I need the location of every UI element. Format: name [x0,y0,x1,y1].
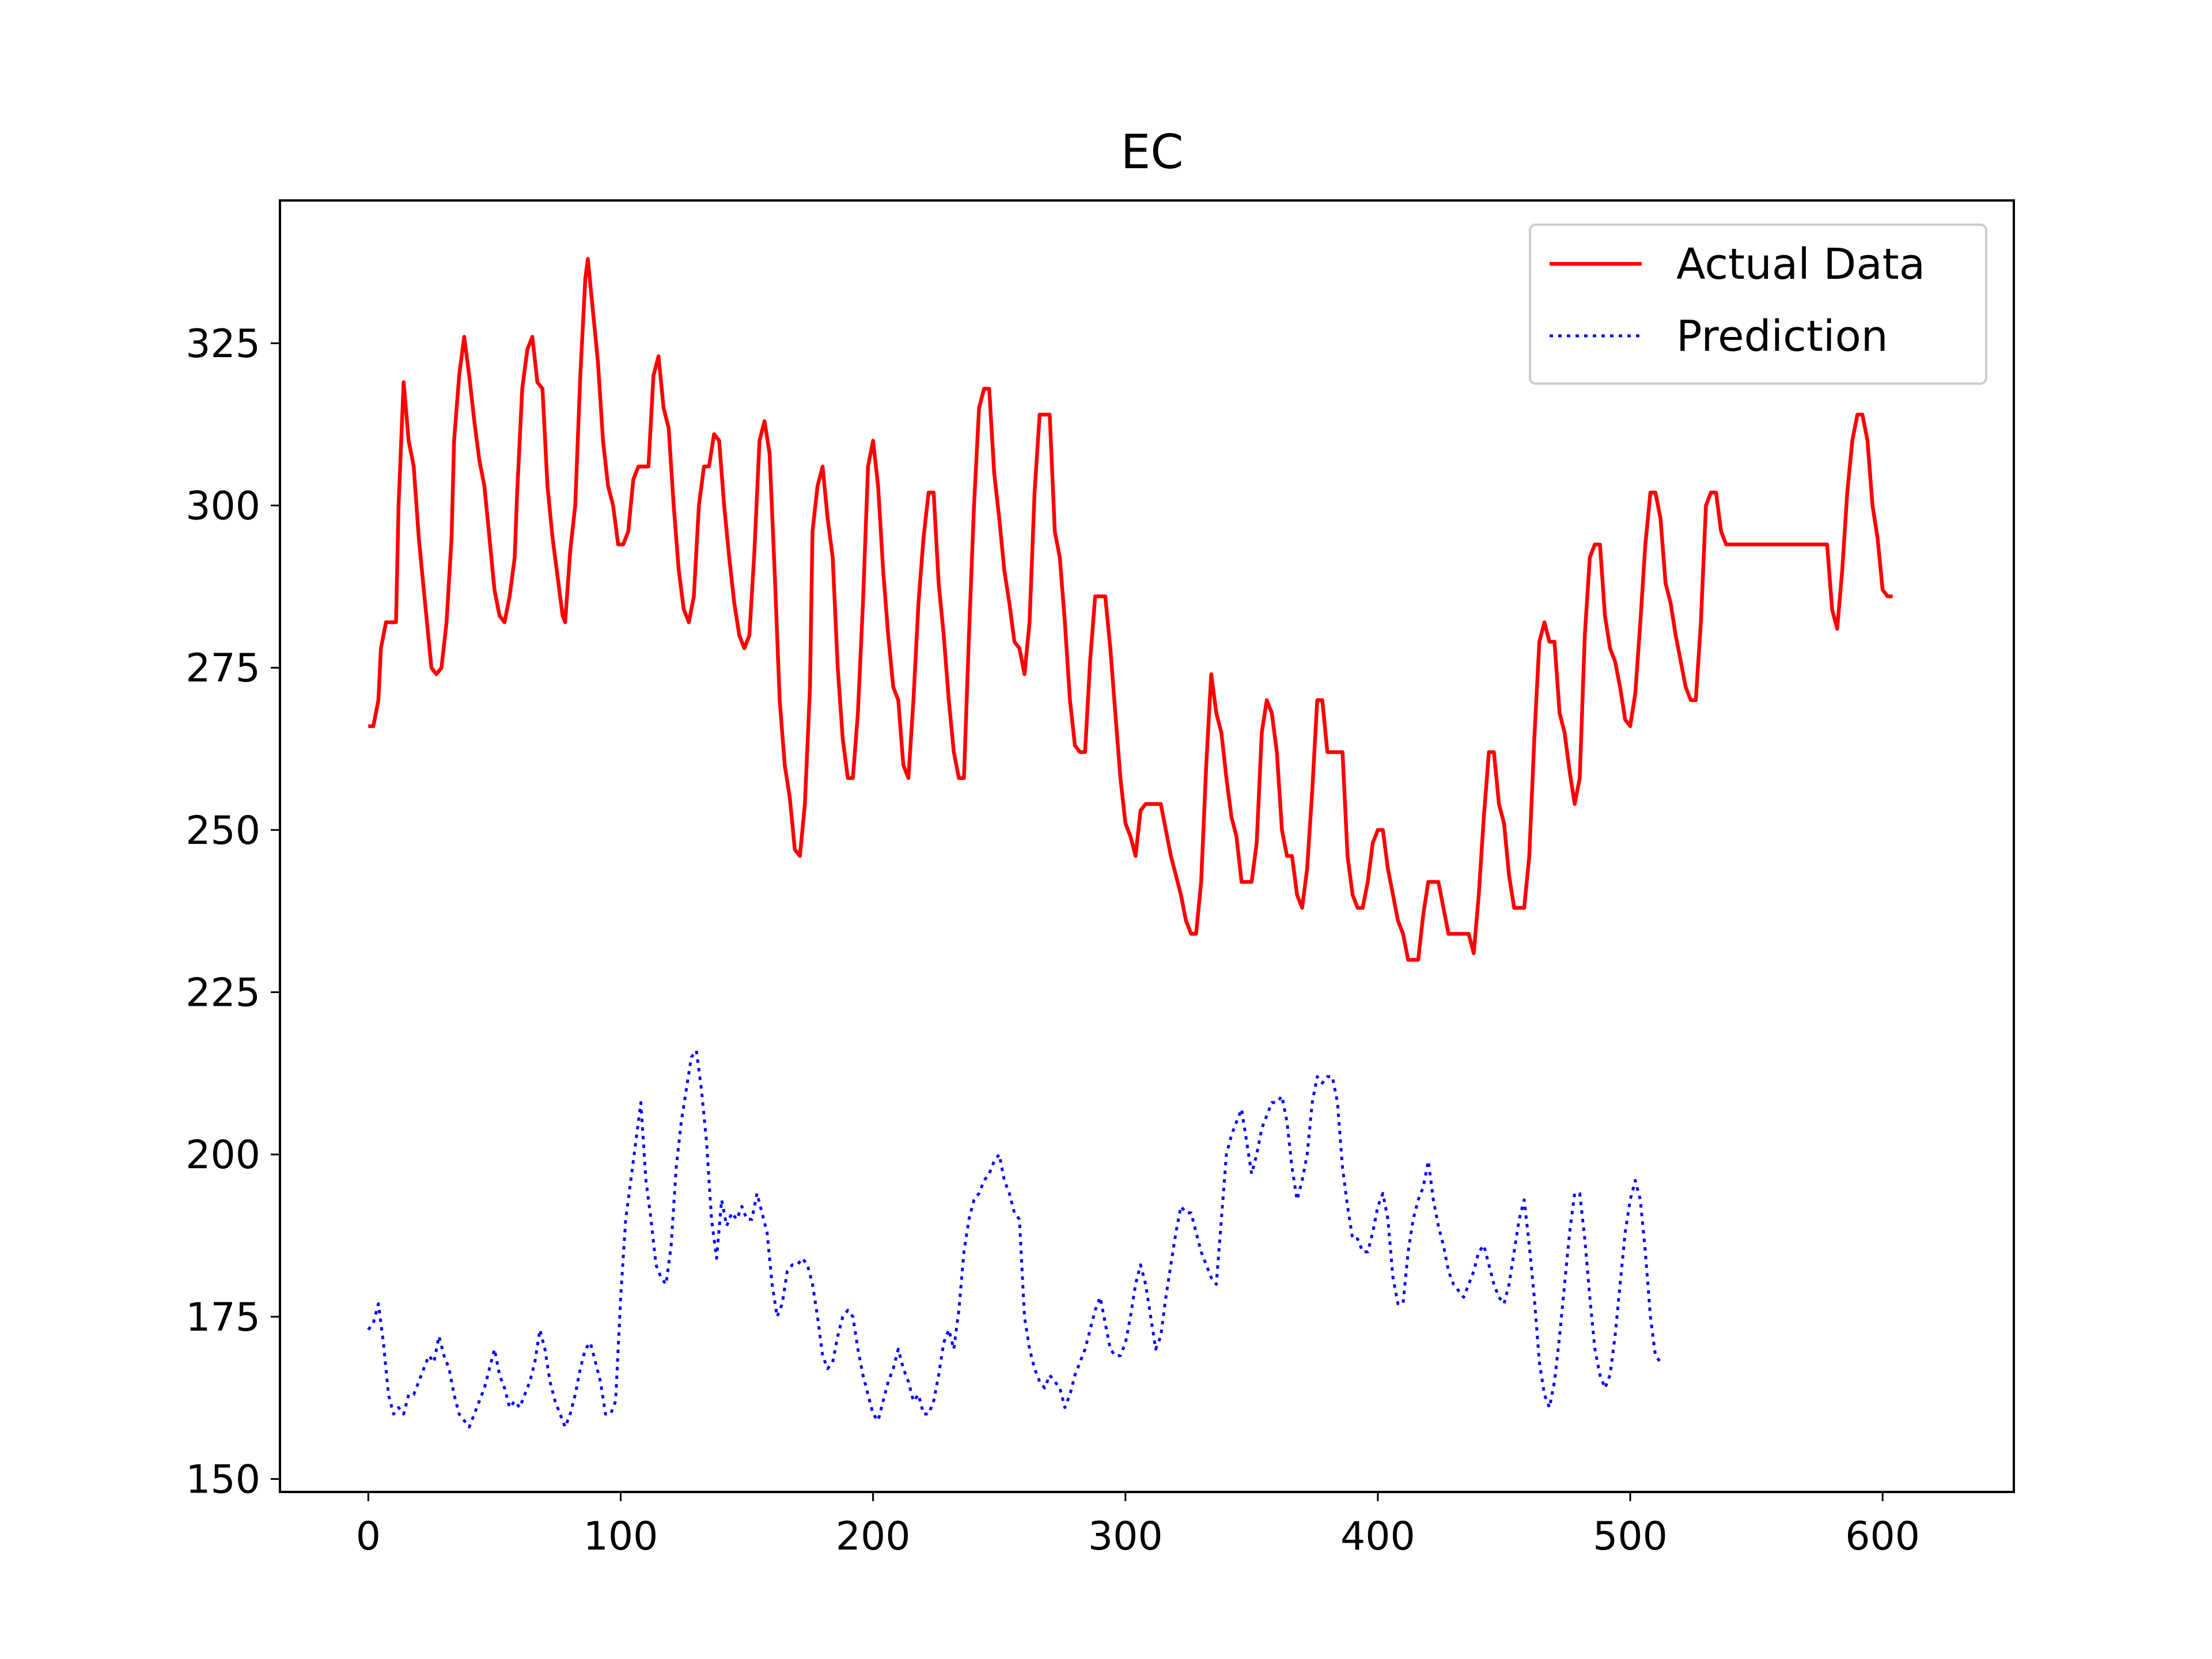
x-tick-label: 600 [1845,1514,1920,1559]
x-axis: 0 100 200 300 400 500 600 [356,1492,1920,1559]
y-tick-label: 275 [185,646,260,691]
legend-box [1529,224,1987,385]
x-tick-label: 400 [1340,1514,1415,1559]
x-tick-label: 0 [356,1514,381,1559]
legend: Actual Data Prediction [1529,224,1987,385]
plot-area [367,257,1893,1429]
x-tick-label: 100 [584,1514,658,1559]
series-line-1 [367,1049,1662,1429]
y-tick-label: 250 [185,808,260,854]
y-tick-label: 325 [185,321,260,367]
y-axis: 150 175 200 225 250 275 300 325 [185,321,280,1502]
x-tick-label: 500 [1593,1514,1668,1559]
x-tick-label: 200 [836,1514,911,1559]
y-tick-label: 225 [185,970,260,1016]
y-tick-label: 150 [185,1457,260,1502]
series-line-0 [368,257,1893,962]
legend-label: Actual Data [1676,240,1925,289]
legend-label: Prediction [1676,312,1888,361]
axes-border [279,199,2015,1493]
y-tick-label: 300 [185,484,260,529]
chart-title: EC [1120,125,1183,180]
y-tick-label: 175 [185,1295,260,1340]
x-tick-label: 300 [1088,1514,1163,1559]
y-tick-label: 200 [185,1132,260,1178]
axes-frame [279,199,2015,1493]
